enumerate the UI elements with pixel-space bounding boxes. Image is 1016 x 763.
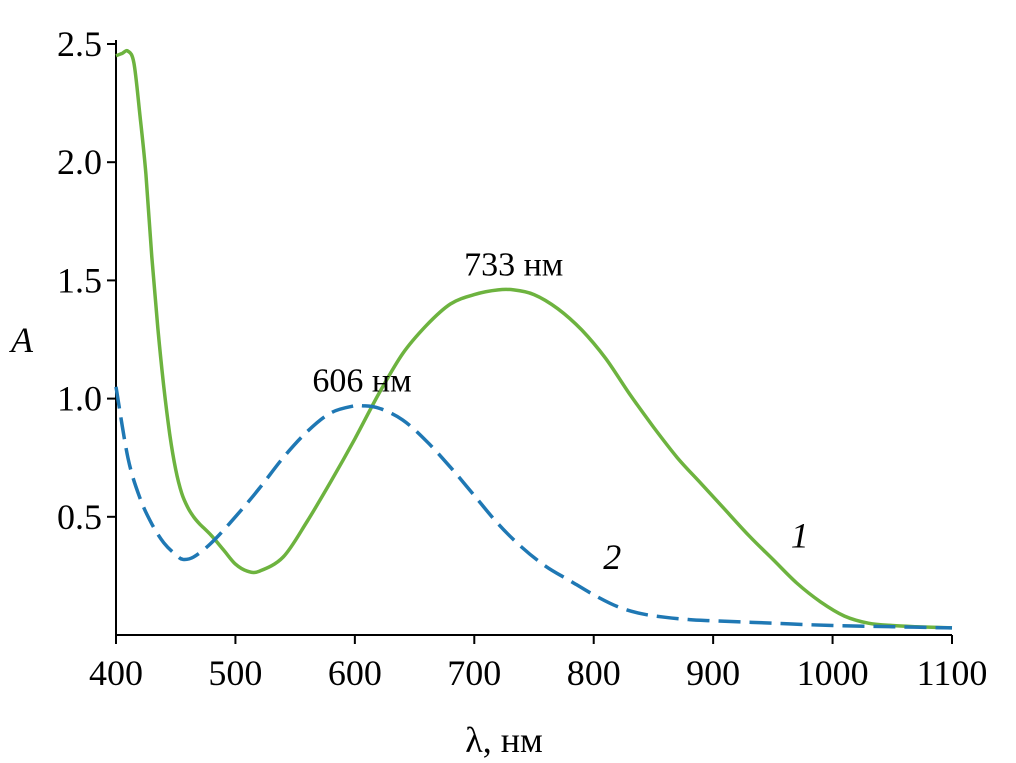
peak-annotation: 606 нм <box>312 363 411 400</box>
y-tick-label: 2.0 <box>57 142 102 182</box>
x-tick-label: 500 <box>208 653 262 693</box>
y-tick-label: 0.5 <box>57 497 102 537</box>
peak-annotation: 733 нм <box>464 247 563 284</box>
x-axis-label: λ, нм <box>465 720 543 760</box>
x-tick-label: 700 <box>447 653 501 693</box>
series-2-line <box>114 386 953 630</box>
y-tick-label: 2.5 <box>57 24 102 64</box>
x-tick-label: 400 <box>89 653 143 693</box>
series-1-label: 1 <box>791 516 809 556</box>
series-1-line <box>115 48 953 630</box>
series-2-label: 2 <box>603 537 621 577</box>
x-tick-label: 600 <box>328 653 382 693</box>
x-tick-label: 1100 <box>917 653 988 693</box>
y-axis-label: A <box>9 320 34 360</box>
x-tick-label: 1000 <box>797 653 869 693</box>
y-tick-label: 1.0 <box>57 379 102 419</box>
x-tick-label: 900 <box>686 653 740 693</box>
x-tick-label: 800 <box>567 653 621 693</box>
y-tick-label: 1.5 <box>57 260 102 300</box>
